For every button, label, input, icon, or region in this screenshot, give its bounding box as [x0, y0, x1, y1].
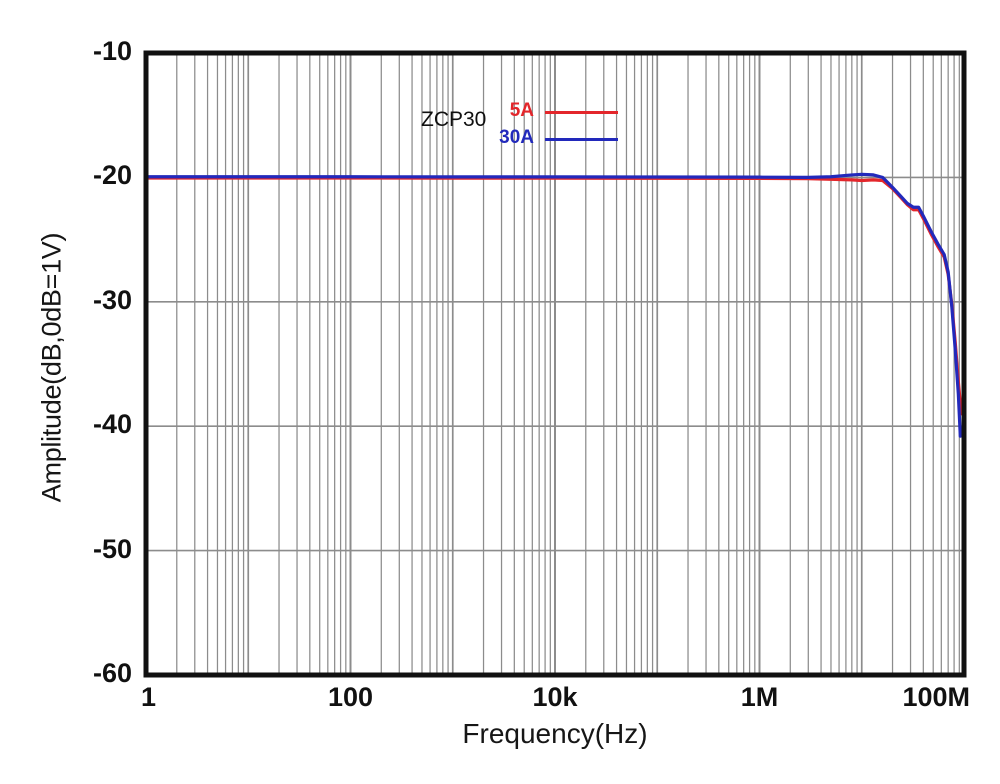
y-tick-label: -20 [92, 160, 132, 191]
y-tick-label: -30 [92, 284, 132, 315]
y-tick-label: -50 [92, 533, 132, 564]
x-tick-label: 1 [141, 682, 157, 712]
axis-frame [143, 50, 967, 678]
y-tick-label: -10 [92, 36, 132, 66]
x-tick-label: 100 [327, 682, 374, 712]
y-tick-label: -40 [92, 409, 132, 440]
y-tick-label: -60 [92, 658, 132, 688]
series-annotation-label: ZCP30 [421, 108, 487, 131]
legend-swatch-30A [545, 138, 618, 141]
legend-label-5A: 5A [509, 100, 534, 121]
major-vertical-gridlines [247, 53, 863, 675]
x-axis-title: Frequency(Hz) [462, 718, 648, 749]
series-line-30A [144, 172, 962, 438]
x-tick-label: 10k [532, 682, 578, 712]
data-series-layer [144, 172, 963, 438]
x-tick-label: 1M [740, 682, 779, 712]
x-tick-label: 100M [902, 682, 970, 712]
legend-swatch-5A [545, 111, 618, 114]
legend-label-30A: 30A [499, 127, 534, 148]
y-axis-title: Amplitude(dB,0dB=1V) [36, 232, 67, 503]
minor-gridlines [176, 53, 960, 675]
